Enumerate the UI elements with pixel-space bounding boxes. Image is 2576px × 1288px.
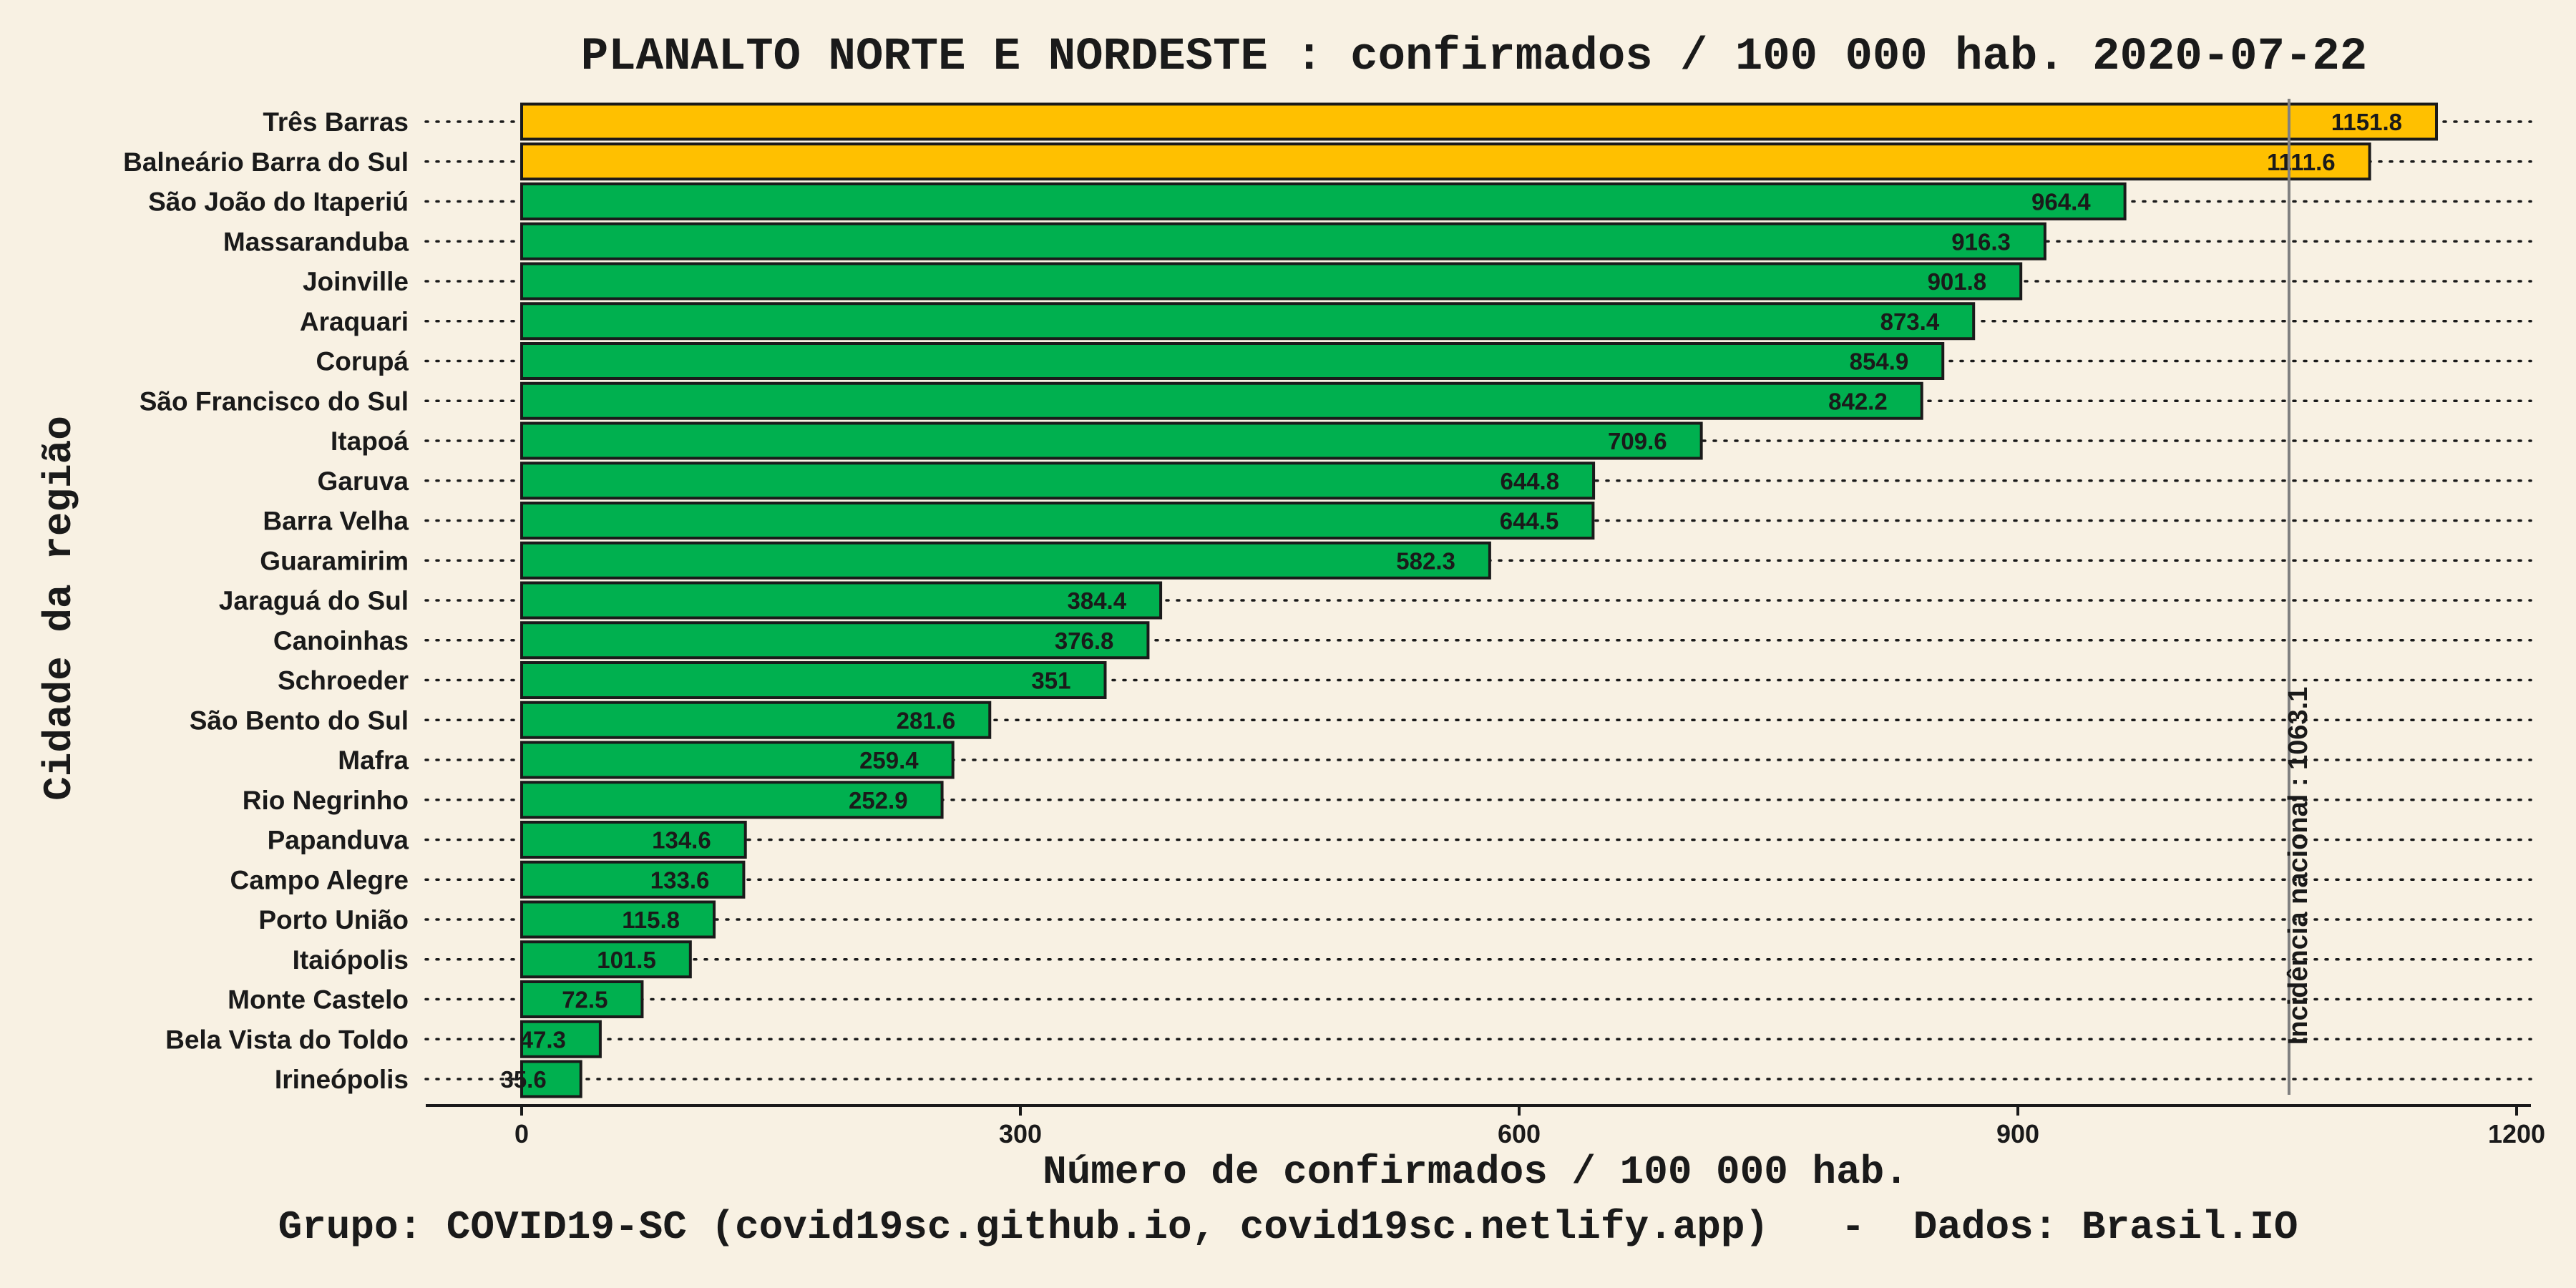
x-tick-label: 300 bbox=[999, 1119, 1042, 1148]
x-tick-label: 900 bbox=[1996, 1119, 2039, 1148]
category-label: Itaiópolis bbox=[293, 945, 409, 975]
value-label: 259.4 bbox=[859, 747, 919, 774]
x-axis: 0 300 600 900 1200 bbox=[426, 1104, 2545, 1148]
bar bbox=[520, 860, 746, 899]
category-label: Rio Negrinho bbox=[243, 786, 409, 815]
bar bbox=[520, 1020, 602, 1058]
category-label: Barra Velha bbox=[263, 507, 409, 536]
category-label: São Bento do Sul bbox=[190, 706, 409, 735]
bar bbox=[520, 781, 944, 819]
category-label: Porto União bbox=[258, 905, 409, 935]
bar bbox=[520, 581, 1163, 620]
bar bbox=[520, 182, 2127, 220]
bar bbox=[520, 821, 747, 859]
category-label: Itapoá bbox=[331, 426, 409, 456]
bar bbox=[520, 302, 1976, 341]
category-label: Schroeder bbox=[278, 666, 409, 696]
category-label: Bela Vista do Toldo bbox=[165, 1025, 409, 1054]
value-label: 644.8 bbox=[1500, 468, 1559, 494]
bar bbox=[520, 1060, 582, 1098]
bar bbox=[520, 980, 644, 1018]
bar bbox=[520, 502, 1595, 540]
bar bbox=[520, 381, 1923, 420]
reference-line-label: Incidência nacional : 1063.1 bbox=[2283, 687, 2313, 1045]
category-label: Monte Castelo bbox=[228, 985, 409, 1015]
category-label: Garuva bbox=[317, 467, 409, 496]
x-tick-label: 1200 bbox=[2488, 1119, 2545, 1148]
bars-layer: 1151.8 1111.6 964.4 916.3 901.8 873.4 854.9 842… bbox=[500, 102, 2439, 1098]
category-label: Balneário Barra do Sul bbox=[123, 147, 409, 177]
value-label: 35.6 bbox=[500, 1066, 546, 1093]
bar bbox=[520, 621, 1150, 660]
value-label: 133.6 bbox=[650, 867, 710, 893]
category-label: São João do Itaperiú bbox=[148, 187, 409, 217]
value-label: 281.6 bbox=[897, 707, 956, 733]
reference-layer: Incidência nacional : 1063.1 bbox=[2283, 99, 2313, 1095]
value-label: 101.5 bbox=[597, 947, 656, 973]
category-label: Canoinhas bbox=[273, 626, 409, 655]
category-label: Corupá bbox=[316, 347, 409, 376]
x-tick-label: 600 bbox=[1498, 1119, 1541, 1148]
bar bbox=[520, 142, 2371, 181]
bar bbox=[520, 102, 2439, 141]
value-label: 351 bbox=[1031, 668, 1070, 694]
category-label: Mafra bbox=[338, 746, 409, 775]
chart-title: PLANALTO NORTE E NORDESTE : confirmados … bbox=[581, 31, 2367, 83]
bar bbox=[520, 900, 716, 939]
bar bbox=[520, 342, 1945, 380]
y-axis-label: Cidade da região bbox=[36, 416, 82, 801]
value-label: 384.4 bbox=[1067, 587, 1126, 614]
value-label: 854.9 bbox=[1850, 348, 1909, 375]
x-axis-label: Número de confirmados / 100 000 hab. bbox=[1043, 1149, 1908, 1195]
value-label: 901.8 bbox=[1928, 268, 1987, 295]
bar bbox=[520, 421, 1703, 460]
value-label: 72.5 bbox=[562, 987, 608, 1013]
bar bbox=[520, 222, 2046, 260]
value-label: 115.8 bbox=[622, 907, 680, 933]
value-label: 842.2 bbox=[1828, 388, 1888, 414]
category-label: Guaramirim bbox=[260, 546, 409, 575]
bar bbox=[520, 262, 2023, 301]
value-label: 916.3 bbox=[1951, 228, 2011, 255]
value-label: 873.4 bbox=[1880, 308, 1940, 335]
category-label: Irineópolis bbox=[275, 1065, 409, 1094]
bar bbox=[520, 541, 1491, 580]
value-label: 252.9 bbox=[849, 787, 908, 814]
bar bbox=[520, 940, 692, 979]
category-label: Campo Alegre bbox=[230, 865, 409, 894]
value-label: 376.8 bbox=[1055, 628, 1114, 654]
value-label: 1111.6 bbox=[2267, 149, 2335, 175]
category-label: Araquari bbox=[300, 307, 409, 336]
category-label: Papanduva bbox=[268, 826, 409, 855]
category-label: Massaranduba bbox=[223, 227, 409, 256]
value-label: 709.6 bbox=[1608, 428, 1667, 454]
value-label: 1151.8 bbox=[2331, 109, 2402, 135]
category-label: Joinville bbox=[303, 267, 409, 296]
category-label: São Francisco do Sul bbox=[140, 386, 409, 416]
value-label: 582.3 bbox=[1396, 547, 1455, 574]
bar bbox=[520, 741, 955, 779]
value-label: 644.5 bbox=[1500, 508, 1559, 535]
bar bbox=[520, 661, 1107, 699]
value-label: 964.4 bbox=[2031, 189, 2091, 215]
x-tick-label: 0 bbox=[514, 1119, 529, 1148]
caption: Grupo: COVID19-SC (covid19sc.github.io, … bbox=[278, 1204, 2298, 1250]
bar bbox=[520, 701, 992, 739]
y-axis-tick-labels: Três Barras Balneário Barra do Sul São Joã… bbox=[123, 107, 409, 1094]
category-label: Jaraguá do Sul bbox=[219, 586, 409, 615]
value-label: 47.3 bbox=[520, 1026, 566, 1053]
category-label: Três Barras bbox=[263, 107, 409, 137]
bar bbox=[520, 462, 1596, 500]
value-label: 134.6 bbox=[652, 827, 711, 854]
